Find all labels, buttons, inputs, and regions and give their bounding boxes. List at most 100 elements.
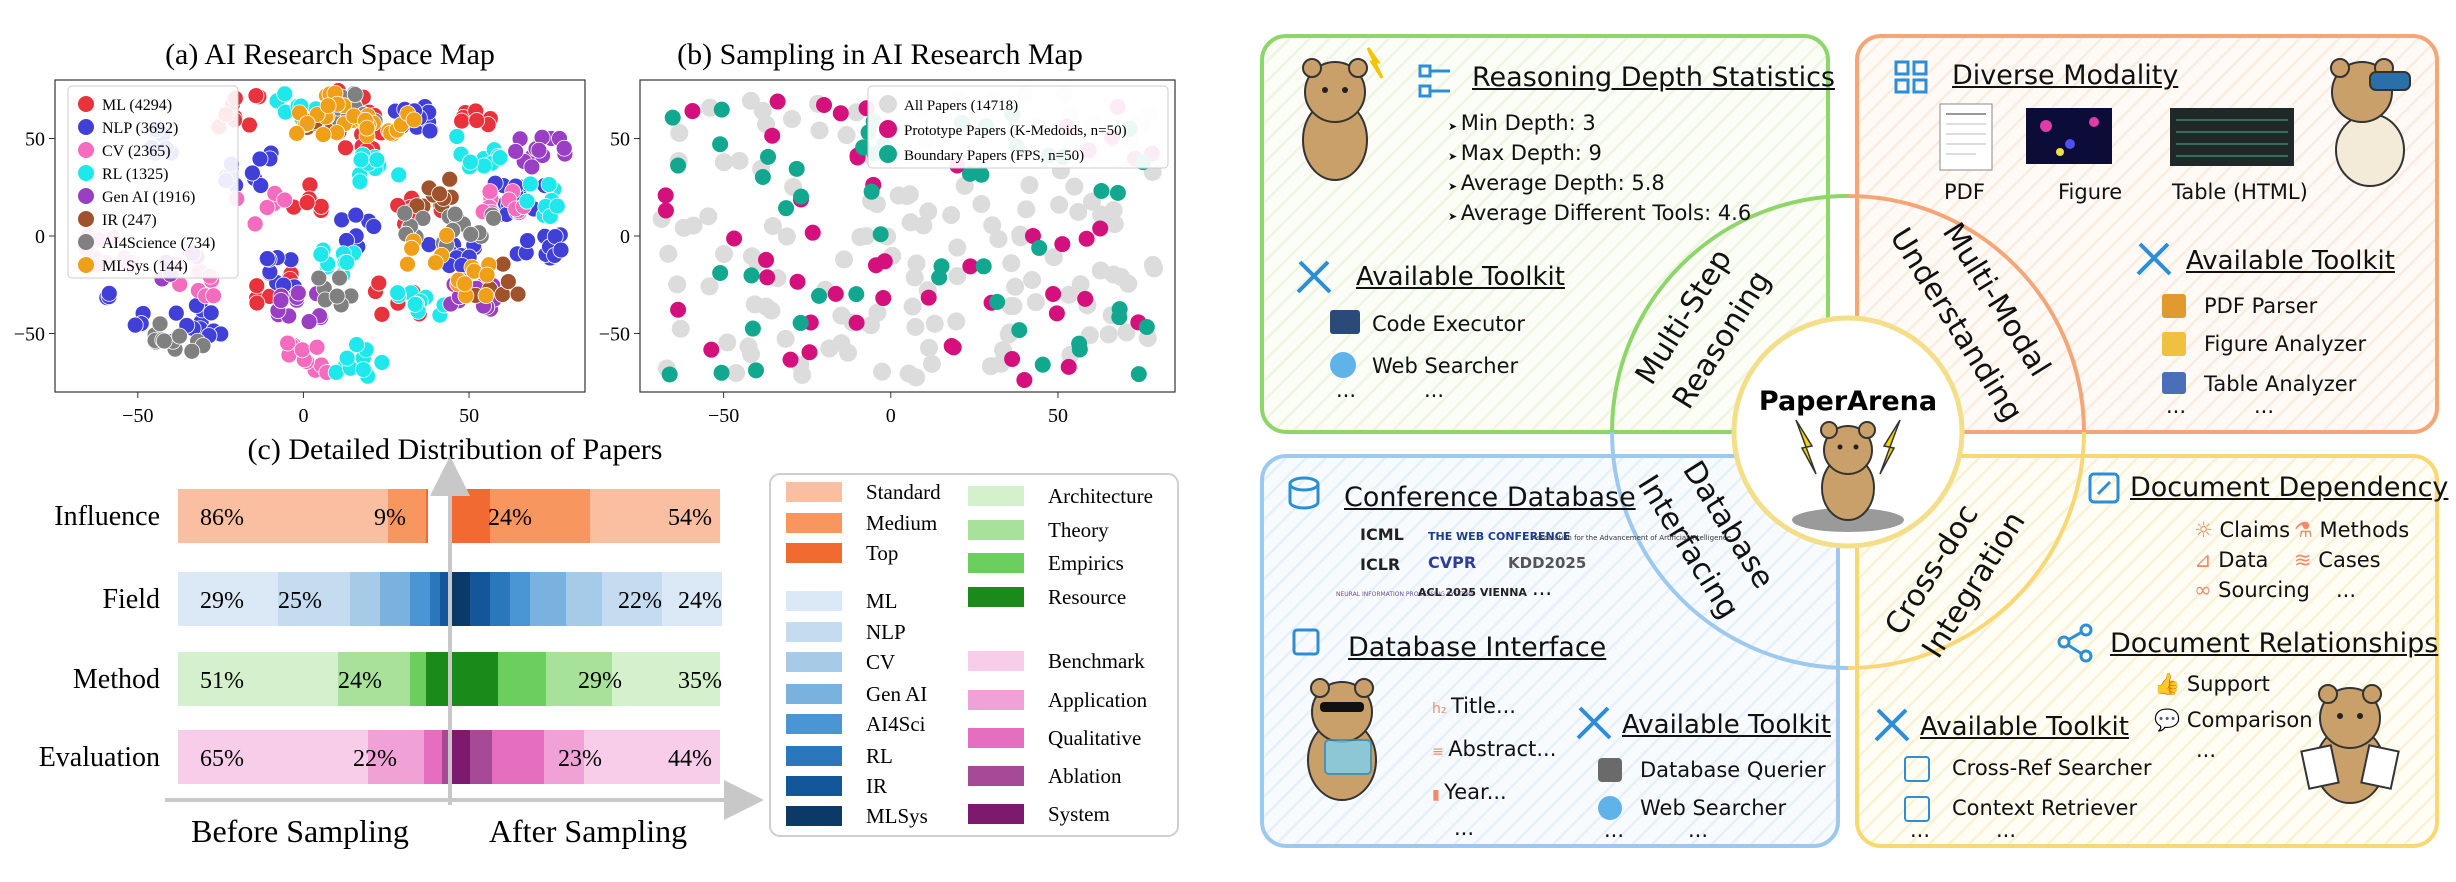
scatter-point (390, 166, 408, 184)
all-papers-point (972, 195, 991, 214)
legend-c-label: ML (866, 589, 898, 613)
prototype-point (703, 341, 720, 358)
prototype-point (759, 269, 776, 286)
all-papers-point (1004, 297, 1023, 316)
scatter-point (248, 277, 266, 295)
legend-a-marker (78, 257, 94, 273)
prototype-point (920, 289, 937, 306)
legend-b-label: All Papers (14718) (904, 98, 1018, 114)
legend-c-swatch (968, 520, 1024, 540)
scatter-point (368, 151, 386, 169)
legend-a-label: ML (4294) (102, 97, 172, 114)
scatter-point (338, 349, 356, 367)
dep-claims: ☼ Claims (2194, 518, 2291, 542)
bar-segment (590, 489, 720, 543)
scatter-point (346, 86, 364, 103)
all-papers-point (1023, 270, 1042, 289)
all-papers-point (1011, 228, 1030, 247)
bar-segment (450, 730, 470, 784)
scatter-point (389, 284, 407, 302)
database-querier-icon (1598, 758, 1622, 782)
bar-segment (470, 730, 492, 784)
all-papers-point (714, 153, 733, 172)
all-papers-point (1112, 267, 1131, 286)
all-papers-point (989, 230, 1008, 249)
prototype-point (962, 258, 979, 275)
legend-c-label: Top (866, 541, 898, 565)
bar-value-label: 24% (338, 668, 382, 694)
web-searcher-icon (1330, 352, 1356, 378)
crossdoc-toolkit-heading: Available Toolkit (1920, 712, 2129, 742)
all-papers-point (867, 195, 886, 214)
context-retriever-icon (1904, 796, 1930, 822)
bar-segment (178, 572, 278, 626)
legend-a-marker (78, 234, 94, 250)
all-papers-point (906, 317, 925, 336)
scatter-point (540, 176, 558, 193)
interface-item: h₂ Title... (1432, 694, 1516, 718)
database-ellipsis: ... (1604, 818, 1625, 842)
boundary-point (1138, 319, 1155, 336)
scatter-point (100, 284, 118, 302)
bar-segment (410, 652, 426, 706)
legend-a-marker (78, 165, 94, 181)
scatter-point (477, 287, 495, 304)
web-searcher-label: Web Searcher (1372, 354, 1519, 378)
legend-c-swatch (968, 486, 1024, 506)
all-papers-point (741, 91, 760, 110)
crossdoc-ellipsis-2: ... (1996, 818, 2017, 842)
all-papers-point (1002, 254, 1021, 273)
legend-c-label: CV (866, 650, 895, 674)
all-papers-point (914, 216, 933, 235)
x-tick-label: −50 (122, 405, 153, 427)
legend-c-label: RL (866, 744, 893, 768)
boundary-point (712, 264, 729, 281)
bar-value-label: 35% (678, 668, 722, 694)
reasoning-stat-item: ➤ Average Different Tools: 4.6 (1448, 201, 1752, 225)
all-papers-point (783, 110, 802, 129)
all-papers-point (1006, 277, 1025, 296)
scatter-point (338, 254, 356, 271)
boundary-point (661, 366, 678, 383)
scatter-point (406, 295, 424, 313)
interface-items: h₂ Title... ≡ Abstract... ▮ Year... ... (1432, 686, 1556, 841)
bar-segment (490, 489, 590, 543)
all-papers-point (948, 267, 967, 286)
boundary-point (778, 200, 795, 217)
scatter-point (202, 304, 220, 322)
prototype-point (1048, 305, 1065, 322)
y-tick-label: −50 (599, 324, 630, 346)
legend-c-swatch (968, 651, 1024, 671)
bar-segment (338, 652, 410, 706)
scatter-point (548, 197, 566, 215)
bar-value-label: 24% (678, 588, 722, 614)
scatter-point (246, 215, 264, 233)
boundary-point (670, 157, 687, 174)
bar-segment (350, 572, 380, 626)
db-web-searcher-label: Web Searcher (1640, 796, 1787, 820)
dep-data: ⊿ Data (2194, 548, 2269, 572)
document-dependency-heading: Document Dependency (2130, 472, 2449, 503)
prototype-point (804, 224, 821, 241)
dep-cases: ≋ Cases (2294, 548, 2381, 572)
boundary-point (1093, 182, 1110, 199)
context-retriever-label: Context Retriever (1952, 796, 2138, 820)
prototype-point (684, 103, 701, 120)
all-papers-point (873, 362, 892, 381)
legend-a-marker (78, 96, 94, 112)
scatter-point (358, 119, 376, 137)
bar-segment (510, 572, 530, 626)
all-papers-point (907, 254, 926, 273)
prototype-point (726, 230, 743, 247)
boundary-point (713, 101, 730, 118)
bar-segment (470, 572, 490, 626)
all-papers-point (898, 187, 917, 206)
bar-segment (278, 572, 350, 626)
x-tick-label: 50 (459, 405, 479, 427)
legend-c-swatch (786, 513, 842, 533)
all-papers-point (919, 202, 938, 221)
legend-b-marker (879, 120, 897, 138)
prototype-point (832, 105, 849, 122)
all-papers-point (742, 345, 761, 364)
panel-b-axes: −50 0 50 50 0 −50 (599, 129, 1068, 428)
